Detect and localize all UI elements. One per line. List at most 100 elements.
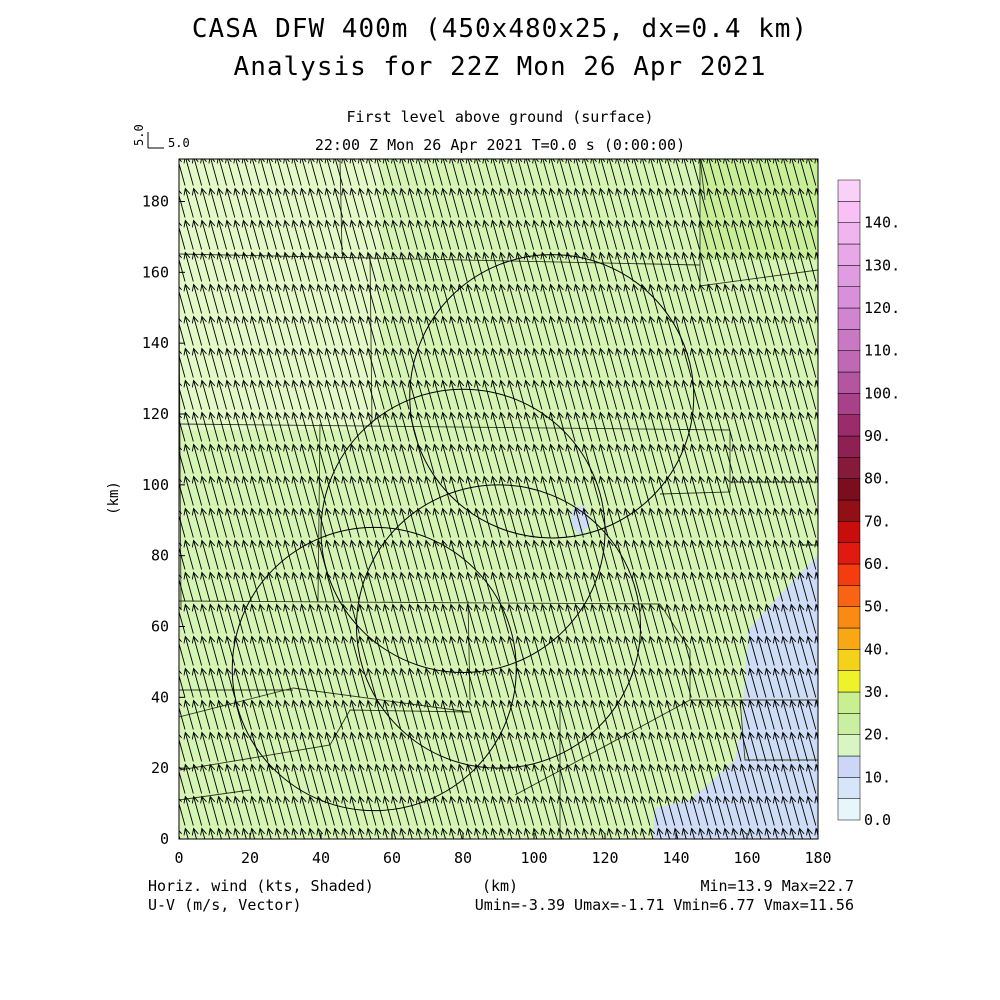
wind-vector-arrow	[590, 731, 601, 762]
county-line	[659, 603, 691, 700]
wind-vector-arrow	[557, 187, 568, 218]
wind-vector-arrow	[565, 539, 576, 570]
wind-vector-arrow	[274, 667, 286, 698]
wind-vector-arrow	[631, 827, 639, 839]
wind-vector-arrow	[565, 219, 576, 250]
wind-vector-arrow	[225, 219, 236, 250]
wind-vector-arrow	[308, 379, 319, 410]
wind-vector-arrow	[573, 827, 581, 839]
wind-vector-arrow	[789, 539, 800, 570]
wind-vector-arrow	[349, 315, 360, 346]
wind-vector-arrow	[332, 443, 344, 474]
wind-vector-arrow	[233, 635, 244, 666]
wind-vector-arrow	[615, 731, 626, 762]
wind-vector-arrow	[474, 347, 485, 378]
wind-vector-arrow	[565, 603, 576, 634]
wind-vector-arrow	[316, 635, 327, 666]
wind-vector-arrow	[490, 507, 501, 538]
county-line	[467, 600, 471, 701]
wind-vector-arrow	[581, 283, 593, 314]
wind-vector-arrow	[523, 763, 535, 794]
wind-vector-arrow	[681, 635, 692, 666]
wind-vector-arrow	[341, 763, 352, 794]
wind-vector-arrow	[274, 731, 286, 762]
wind-vector-arrow	[274, 159, 286, 186]
wind-vector-arrow	[623, 763, 634, 794]
wind-vector-arrow	[474, 699, 485, 730]
wind-vector-arrow	[640, 699, 651, 730]
wind-vector-arrow	[208, 475, 219, 506]
wind-vector-arrow	[440, 443, 452, 474]
wind-vector-arrow	[457, 571, 468, 602]
wind-vector-arrow	[640, 379, 651, 410]
wind-vector-arrow	[291, 571, 302, 602]
wind-vector-arrow	[664, 443, 676, 474]
wind-vector-arrow	[772, 763, 784, 794]
wind-vector-arrow	[664, 219, 676, 250]
wind-vector-arrow	[482, 379, 493, 410]
wind-vector-arrow	[407, 507, 418, 538]
wind-vector-arrow	[565, 635, 576, 666]
wind-vector-arrow	[299, 763, 310, 794]
wind-vector-arrow	[565, 507, 576, 538]
colorbar-swatch	[837, 329, 861, 351]
wind-vector-arrow	[341, 251, 352, 282]
wind-vector-arrow	[623, 219, 634, 250]
wind-vector-arrow	[432, 763, 443, 794]
wind-vector-arrow	[208, 507, 219, 538]
wind-vector-arrow	[258, 379, 269, 410]
wind-vector-arrow	[689, 667, 701, 698]
wind-vector-arrow	[606, 731, 618, 762]
wind-vector-arrow	[291, 699, 302, 730]
wind-vector-arrow	[523, 251, 535, 282]
wind-vector-arrow	[590, 347, 601, 378]
wind-vector-arrow	[465, 827, 473, 839]
wind-vector-arrow	[179, 286, 186, 314]
wind-vector-arrow	[465, 443, 476, 474]
wind-vector-arrow	[191, 827, 199, 839]
wind-vector-arrow	[407, 475, 418, 506]
wind-vector-arrow	[233, 507, 244, 538]
wind-vector-arrow	[615, 699, 626, 730]
wind-vector-arrow	[191, 379, 203, 410]
wind-vector-arrow	[772, 475, 784, 506]
wind-vector-arrow	[183, 187, 194, 218]
wind-vector-arrow	[615, 507, 626, 538]
wind-vector-arrow	[357, 219, 369, 250]
wind-vector-arrow	[706, 699, 717, 730]
wind-vector-arrow	[656, 763, 667, 794]
wind-vector-arrow	[316, 315, 327, 346]
wind-vector-arrow	[523, 667, 535, 698]
wind-vector-arrow	[797, 699, 808, 730]
wind-vector-arrow	[432, 315, 443, 346]
wind-vector-arrow	[598, 347, 609, 378]
wind-vector-arrow	[814, 635, 818, 646]
wind-vector-arrow	[706, 827, 714, 839]
wind-vector-arrow	[623, 379, 634, 410]
wind-vector-arrow	[573, 251, 584, 282]
wind-vector-arrow	[507, 635, 518, 666]
wind-vector-arrow	[274, 443, 286, 474]
wind-vector-arrow	[723, 443, 734, 474]
wind-vector-arrow	[191, 699, 203, 730]
wind-vector-arrow	[814, 827, 818, 838]
subtitle-time: 22:00 Z Mon 26 Apr 2021 T=0.0 s (0:00:00…	[314, 136, 686, 154]
wind-vector-arrow	[179, 734, 186, 762]
wind-vector-arrow	[233, 539, 244, 570]
wind-vector-arrow	[216, 283, 227, 314]
wind-vector-arrow	[233, 667, 244, 698]
wind-vector-arrow	[606, 443, 618, 474]
wind-vector-arrow	[407, 347, 418, 378]
wind-vector-arrow	[706, 571, 717, 602]
wind-vector-arrow	[332, 635, 344, 666]
wind-vector-arrow	[200, 251, 211, 282]
wind-vector-arrow	[747, 219, 759, 250]
wind-vector-arrow	[548, 379, 559, 410]
y-tick-label: 180	[142, 193, 169, 211]
wind-vector-arrow	[332, 347, 344, 378]
wind-vector-arrow	[565, 251, 576, 282]
wind-vector-arrow	[440, 699, 452, 730]
wind-vector-arrow	[640, 411, 651, 442]
wind-vector-arrow	[241, 443, 252, 474]
